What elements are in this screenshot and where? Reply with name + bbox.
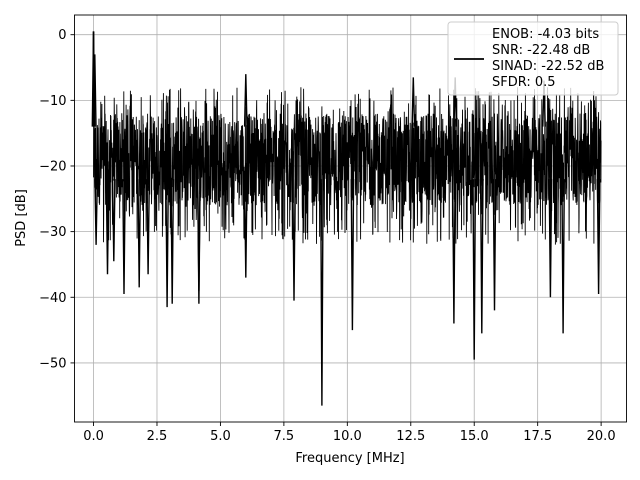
psd-spike [243, 74, 248, 127]
y-tick-label: −20 [39, 159, 66, 174]
psd-spike [561, 179, 565, 334]
legend-entry-enob: ENOB: -4.03 bits [492, 27, 599, 42]
psd-spike [94, 179, 98, 245]
psd-noise-path [93, 87, 602, 245]
x-tick-label: 10.0 [333, 429, 362, 444]
psd-spike [197, 179, 201, 291]
legend: ENOB: -4.03 bits SNR: -22.48 dB SINAD: -… [447, 21, 619, 96]
psd-spike [292, 179, 296, 301]
y-axis-ticks: 0 −10 −20 −30 −40 −50 [39, 28, 75, 371]
psd-spike [411, 77, 416, 127]
psd-spike [137, 179, 142, 288]
psd-spike [472, 179, 477, 360]
y-tick-label: −10 [39, 94, 66, 109]
psd-spike [122, 179, 126, 295]
y-tick-label: −50 [39, 356, 66, 371]
psd-spike [320, 179, 324, 406]
psd-spike [479, 179, 484, 334]
y-axis-label: PSD [dB] [14, 189, 29, 247]
y-tick-label: −30 [39, 225, 66, 240]
x-axis-ticks: 0.0 2.5 5.0 7.5 10.0 12.5 15.0 17.5 20.0 [83, 422, 616, 444]
legend-entry-snr: SNR: -22.48 dB [492, 43, 590, 58]
x-tick-label: 7.5 [274, 429, 295, 444]
psd-spike [452, 179, 456, 324]
x-tick-label: 20.0 [587, 429, 616, 444]
psd-spike [548, 179, 553, 298]
x-tick-label: 17.5 [523, 429, 552, 444]
psd-spike [243, 179, 248, 278]
psd-spike [111, 179, 116, 262]
x-tick-label: 5.0 [210, 429, 231, 444]
psd-spike [146, 179, 150, 275]
legend-entry-sfdr: SFDR: 0.5 [492, 75, 556, 90]
plot-frame [74, 14, 627, 423]
x-tick-label: 12.5 [396, 429, 425, 444]
psd-trace [91, 31, 602, 406]
psd-spike [165, 179, 169, 308]
y-tick-label: −40 [39, 291, 66, 306]
psd-spike [350, 179, 355, 331]
x-tick-label: 15.0 [460, 429, 489, 444]
psd-spike [105, 179, 110, 275]
psd-spike [492, 179, 497, 311]
psd-spike [596, 179, 601, 295]
x-axis-label: Frequency [MHz] [295, 451, 404, 466]
x-tick-label: 0.0 [83, 429, 104, 444]
legend-box [447, 21, 619, 96]
psd-spike [170, 179, 175, 304]
legend-entry-sinad: SINAD: -22.52 dB [492, 59, 604, 74]
x-tick-label: 2.5 [147, 429, 168, 444]
y-tick-label: 0 [58, 28, 66, 43]
